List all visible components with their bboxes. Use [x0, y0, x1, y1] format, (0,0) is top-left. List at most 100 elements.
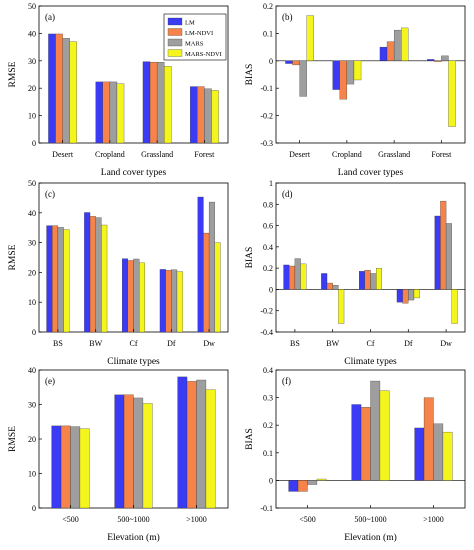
x-tick-label: BW	[89, 339, 102, 348]
bar-mars	[171, 269, 178, 333]
bar-lm-ndvi	[360, 407, 371, 481]
bar-lm-ndvi	[127, 260, 134, 333]
x-tick-label: BW	[326, 339, 339, 348]
x-tick-label: Cf	[130, 339, 138, 348]
x-tick-label: <500	[299, 515, 316, 524]
bar-mars	[133, 397, 144, 509]
bar-lm-ndvi	[55, 33, 63, 144]
bar-lm-ndvi	[52, 225, 59, 333]
bar-lm-ndvi	[292, 60, 300, 66]
y-tick-label: 20	[28, 84, 36, 93]
panel-e: 0 10 20 30 40 <500 500~1000 >1000 (e) Elevation (…	[8, 366, 229, 543]
x-tick-label: <500	[62, 515, 79, 524]
x-tick-label: Cropland	[332, 150, 362, 159]
x-axis-title: Land cover types	[338, 168, 404, 178]
bar-mars-ndvi	[101, 224, 108, 333]
panel-label: (c)	[45, 189, 55, 199]
x-tick-label: 500~1000	[117, 515, 149, 524]
bar-lm	[51, 425, 62, 509]
y-tick-label: 20	[28, 435, 36, 444]
y-tick-label: -0.3	[260, 139, 273, 148]
y-axis-title: RMSE	[8, 244, 18, 270]
x-tick-label: 500~1000	[354, 515, 386, 524]
bar-mars-ndvi	[211, 90, 219, 144]
bar-mars	[433, 423, 444, 481]
bar-mars	[156, 62, 165, 144]
x-tick-label: Cropland	[95, 150, 125, 159]
bar-mars-ndvi	[448, 60, 456, 127]
y-tick-label: -0.1	[260, 504, 273, 513]
bar-mars	[109, 81, 118, 144]
bar-lm	[48, 33, 56, 144]
legend-entry: LM	[185, 20, 195, 27]
bar-mars-ndvi	[139, 262, 145, 333]
bar-mars	[346, 60, 355, 85]
bar-mars-ndvi	[79, 428, 90, 509]
bar-lm-ndvi	[402, 289, 409, 304]
bar-mars	[332, 285, 339, 290]
bar-lm-ndvi	[364, 270, 371, 290]
bar-lm	[95, 81, 103, 144]
y-tick-label: 0.1	[263, 449, 273, 458]
legend-swatch	[167, 28, 183, 36]
bar-lm-ndvi	[297, 480, 308, 492]
x-tick-label: BS	[290, 339, 300, 348]
bar-mars-ndvi	[376, 267, 382, 290]
bar-mars-ndvi	[353, 60, 362, 81]
y-tick-label: 0.4	[263, 366, 273, 375]
plot-frame	[275, 5, 466, 144]
legend-swatch	[167, 49, 183, 57]
y-tick-label: 40	[28, 29, 36, 38]
y-tick-label: 0.1	[263, 29, 273, 38]
legend-entry: MARS-NDVI	[185, 51, 222, 58]
bar-lm	[190, 86, 198, 144]
x-tick-label: Dw	[440, 339, 452, 348]
y-tick-label: -0.4	[260, 328, 273, 337]
bar-lm	[427, 59, 435, 61]
x-tick-label: Df	[167, 339, 176, 348]
x-axis-title: Elevation (m)	[107, 532, 160, 543]
y-tick-label: 1	[269, 179, 273, 188]
bar-lm-ndvi	[434, 60, 442, 62]
x-tick-label: Grassland	[141, 150, 173, 159]
x-tick-label: Desert	[289, 150, 311, 159]
y-tick-label: 0.2	[263, 421, 273, 430]
bar-lm	[359, 271, 365, 290]
y-tick-label: 30	[28, 401, 36, 410]
bar-lm	[122, 258, 128, 333]
bar-lm-ndvi	[339, 60, 348, 100]
y-tick-label: 40	[28, 209, 36, 218]
bar-mars-ndvi	[69, 41, 77, 144]
bar-mars	[196, 379, 207, 509]
y-tick-label: 0.8	[263, 200, 273, 209]
bar-mars	[204, 88, 212, 144]
y-tick-label: -0.2	[260, 307, 273, 316]
bar-mars-ndvi	[338, 289, 345, 324]
y-tick-label: 0	[269, 285, 273, 294]
bar-lm	[142, 61, 151, 144]
y-tick-label: 0	[32, 328, 36, 337]
bar-mars	[57, 227, 64, 333]
panel-f: -0.1 0 0.1 0.2 0.3 0.4 <500 500~1000 >1000 (f) Ele…	[245, 366, 466, 543]
y-tick-label: -0.1	[260, 84, 273, 93]
y-tick-label: 0.4	[263, 243, 273, 252]
bar-mars-ndvi	[214, 242, 221, 333]
bar-mars	[408, 289, 415, 301]
legend-entry: MARS	[185, 41, 204, 48]
bar-mars-ndvi	[316, 478, 327, 481]
bar-lm	[434, 215, 441, 290]
bar-lm-ndvi	[123, 394, 134, 509]
y-tick-label: 50	[28, 179, 36, 188]
y-tick-label: 0	[32, 139, 36, 148]
x-tick-label: Df	[404, 339, 413, 348]
bar-lm	[351, 404, 362, 481]
bar-lm-ndvi	[89, 216, 96, 333]
panel-label: (a)	[45, 12, 55, 22]
bar-mars-ndvi	[442, 431, 453, 481]
y-tick-label: 0	[32, 504, 36, 513]
y-tick-label: -0.2	[260, 112, 273, 121]
bar-mars	[370, 380, 381, 481]
bar-lm	[285, 60, 293, 64]
bar-mars	[299, 60, 307, 97]
